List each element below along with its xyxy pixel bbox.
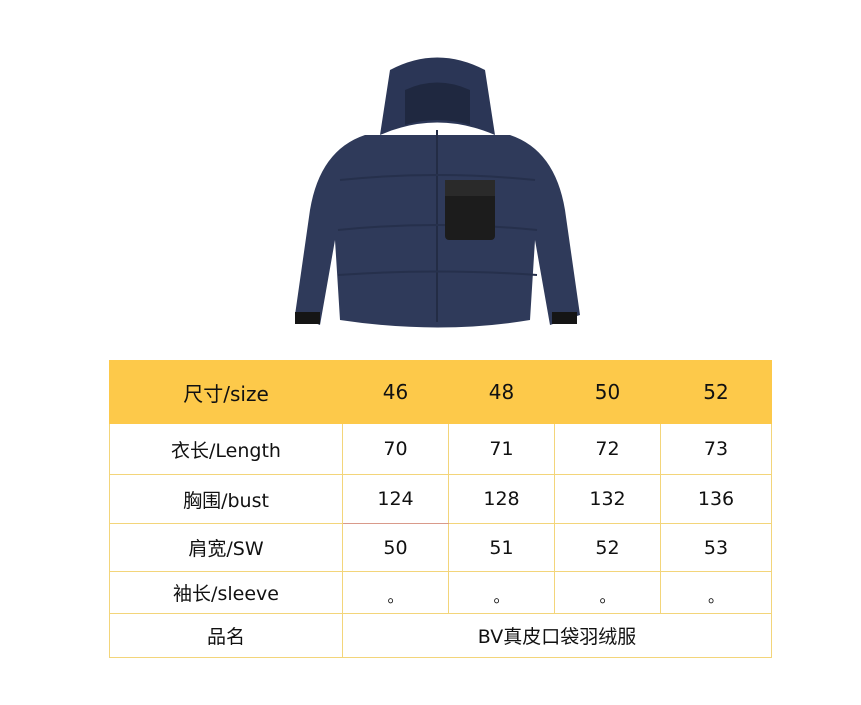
size-52: 52	[660, 360, 772, 424]
cell: 72	[554, 423, 661, 475]
cell-value: 。	[599, 586, 616, 606]
cell: 71	[448, 423, 555, 475]
size-header-row: 尺寸/size 46 48 50 52	[109, 360, 772, 424]
size-46: 46	[342, 360, 449, 424]
cell: 136	[660, 474, 772, 524]
row-label: 袖长/sleeve	[109, 571, 343, 614]
cell: 。	[342, 571, 449, 614]
table-row-bust: 胸围/bust 124 128 132 136	[109, 474, 772, 524]
size-50: 50	[554, 360, 661, 424]
size-header-label: 尺寸/size	[109, 360, 343, 424]
cell: 70	[342, 423, 449, 475]
size-chart-table: 尺寸/size 46 48 50 52 衣长/Length 70 71 72 7…	[109, 360, 772, 658]
cell: 。	[448, 571, 555, 614]
row-label: 品名	[109, 613, 343, 658]
cell: 。	[660, 571, 772, 614]
table-row-sw: 肩宽/SW 50 51 52 53	[109, 523, 772, 572]
table-row-length: 衣长/Length 70 71 72 73	[109, 423, 772, 475]
table-row-sleeve: 袖长/sleeve 。 。 。 。	[109, 571, 772, 614]
cell: 128	[448, 474, 555, 524]
row-label: 衣长/Length	[109, 423, 343, 475]
product-image-jacket	[295, 57, 580, 328]
row-label: 肩宽/SW	[109, 523, 343, 572]
cell: 。	[554, 571, 661, 614]
cell: 51	[448, 523, 555, 572]
size-48: 48	[448, 360, 555, 424]
cell: 50	[342, 523, 449, 572]
cell-value: 。	[387, 586, 404, 606]
row-label: 胸围/bust	[109, 474, 343, 524]
product-name: BV真皮口袋羽绒服	[342, 613, 772, 658]
table-row-product-name: 品名 BV真皮口袋羽绒服	[109, 613, 772, 658]
cell: 52	[554, 523, 661, 572]
cell-value: 。	[493, 586, 510, 606]
cell: 124	[342, 474, 449, 524]
cell-value: 。	[707, 586, 724, 606]
cell: 53	[660, 523, 772, 572]
cell: 73	[660, 423, 772, 475]
cell: 132	[554, 474, 661, 524]
